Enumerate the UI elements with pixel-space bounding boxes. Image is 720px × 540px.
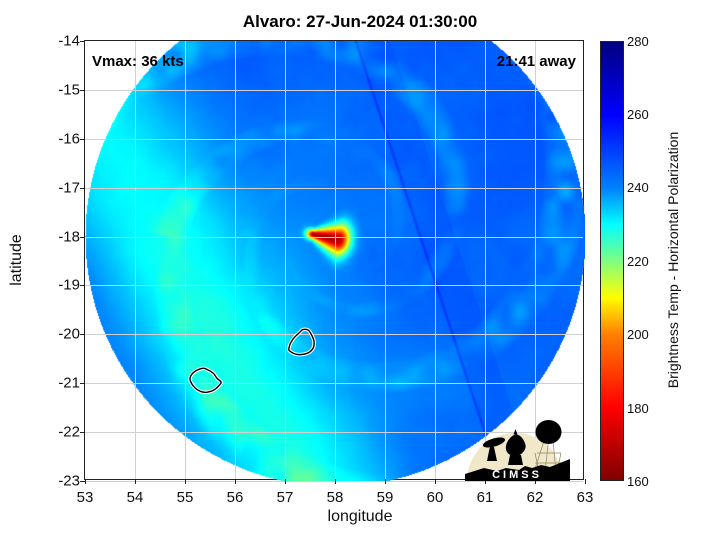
svg-text:CIMSS: CIMSS	[492, 469, 542, 481]
